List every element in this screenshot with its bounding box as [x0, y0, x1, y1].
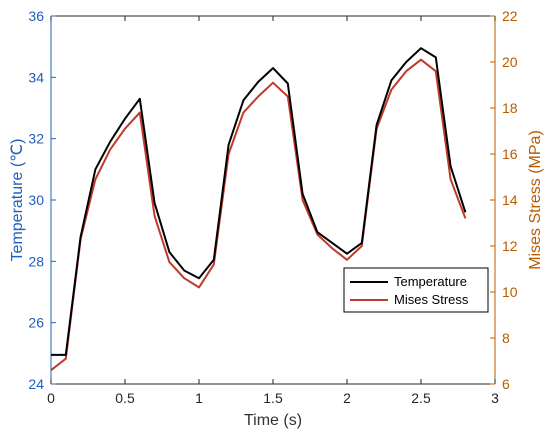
y-right-axis-label: Mises Stress (MPa) — [527, 130, 544, 270]
y-left-tick-label: 28 — [28, 253, 44, 269]
y-left-tick-label: 24 — [28, 376, 44, 392]
x-tick-label: 2 — [343, 390, 351, 406]
x-tick-label: 3 — [491, 390, 499, 406]
y-left-axis-label: Temperature (℃) — [9, 139, 26, 262]
plot-area — [50, 15, 496, 385]
x-tick-label: 1 — [195, 390, 203, 406]
legend-label-mises-stress: Mises Stress — [394, 292, 469, 307]
tick-layer: 0 0.5 1 1.5 2 2.5 3 24 26 28 30 32 34 36 6 8 10 12 14 16 18 2… — [28, 8, 517, 406]
y-right-tick-label: 22 — [502, 8, 518, 24]
y-left-tick-label: 34 — [28, 69, 44, 85]
legend-label-temperature: Temperature — [394, 274, 467, 289]
y-left-tick-label: 30 — [28, 192, 44, 208]
x-tick-label: 2.5 — [411, 390, 431, 406]
y-right-tick-label: 16 — [502, 146, 518, 162]
y-right-tick-label: 18 — [502, 100, 518, 116]
y-left-tick-label: 32 — [28, 131, 44, 147]
y-left-tick-label: 26 — [28, 315, 44, 331]
legend: Temperature Mises Stress — [343, 267, 489, 313]
y-right-tick-label: 14 — [502, 192, 518, 208]
x-tick-label: 0 — [47, 390, 55, 406]
y-right-tick-label: 8 — [502, 330, 510, 346]
y-right-tick-label: 10 — [502, 284, 518, 300]
series-layer — [50, 47, 467, 371]
x-tick-label: 0.5 — [115, 390, 135, 406]
y-right-tick-label: 12 — [502, 238, 518, 254]
series-line-temperature — [51, 47, 467, 356]
y-right-tick-label: 6 — [502, 376, 510, 392]
x-tick-label: 1.5 — [263, 390, 283, 406]
series-line-mises-stress — [50, 58, 467, 371]
x-axis-label: Time (s) — [244, 412, 302, 429]
y-left-tick-label: 36 — [28, 8, 44, 24]
y-right-tick-label: 20 — [502, 54, 518, 70]
legend-box — [343, 267, 489, 313]
